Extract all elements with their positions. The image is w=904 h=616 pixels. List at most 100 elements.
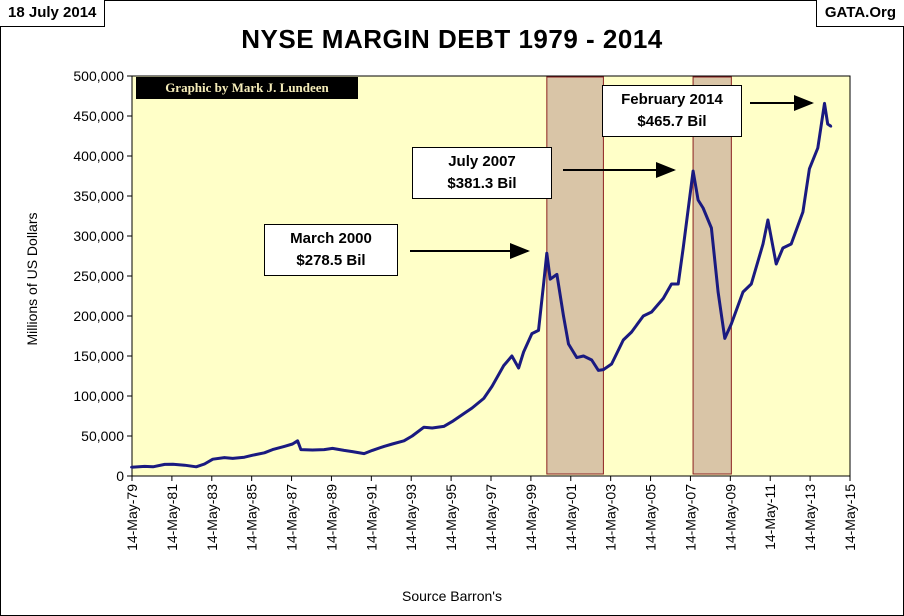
data-point xyxy=(371,449,374,452)
data-point xyxy=(537,329,540,332)
data-point xyxy=(283,445,286,448)
annotation-value: $278.5 Bil xyxy=(296,252,366,269)
data-point xyxy=(291,442,294,446)
data-point xyxy=(296,439,299,442)
x-tick-label: 14-May-07 xyxy=(682,484,698,551)
data-point xyxy=(562,314,565,318)
data-point xyxy=(251,454,254,457)
data-point xyxy=(775,262,778,266)
data-point xyxy=(670,282,673,286)
data-point xyxy=(510,354,514,358)
y-tick-label: 450,000 xyxy=(73,108,124,124)
data-point xyxy=(442,425,446,428)
x-tick-label: 14-May-91 xyxy=(363,484,379,551)
data-point xyxy=(411,434,414,438)
x-tick-label: 14-May-93 xyxy=(403,484,419,551)
annotation-date: March 2000 xyxy=(290,230,372,247)
x-tick-label: 14-May-87 xyxy=(284,484,300,551)
data-point xyxy=(311,448,314,452)
data-point xyxy=(816,146,819,150)
x-tick-label: 14-May-11 xyxy=(762,484,778,550)
data-point xyxy=(701,206,705,210)
credit-label: Graphic by Mark J. Lundeen xyxy=(136,77,358,99)
y-tick-label: 150,000 xyxy=(73,348,124,364)
data-point xyxy=(223,456,226,459)
shaded-period xyxy=(692,76,732,475)
y-tick-label: 0 xyxy=(116,468,124,484)
data-point xyxy=(482,397,485,400)
data-point xyxy=(502,364,505,367)
data-point xyxy=(582,354,585,358)
x-tick-label: 14-May-85 xyxy=(244,484,260,551)
data-point xyxy=(602,368,605,371)
data-point xyxy=(662,297,665,300)
y-tick-label: 250,000 xyxy=(73,268,124,284)
annotation-value: $381.3 Bil xyxy=(447,175,517,192)
data-point xyxy=(696,198,700,202)
data-point xyxy=(163,463,166,466)
x-tick-label: 14-May-95 xyxy=(443,484,459,551)
data-point xyxy=(143,465,146,468)
y-tick-label: 200,000 xyxy=(73,308,124,324)
data-point xyxy=(211,458,214,461)
x-tick-label: 14-May-97 xyxy=(483,484,499,551)
data-point xyxy=(766,218,770,222)
data-point xyxy=(610,362,613,366)
data-point xyxy=(650,310,653,314)
y-tick-label: 300,000 xyxy=(73,228,124,244)
data-point xyxy=(271,448,274,451)
data-point xyxy=(676,282,680,286)
annotation-value: $465.7 Bil xyxy=(637,113,707,130)
data-point xyxy=(823,102,826,105)
data-point xyxy=(761,242,765,246)
data-point xyxy=(243,456,246,459)
y-tick-label: 400,000 xyxy=(73,148,124,164)
x-tick-label: 14-May-03 xyxy=(603,484,619,551)
data-point xyxy=(299,448,303,451)
data-point xyxy=(530,332,534,335)
data-point xyxy=(691,169,695,173)
annotation-date: February 2014 xyxy=(621,91,723,108)
data-point xyxy=(391,442,394,446)
data-point xyxy=(716,290,720,294)
data-point xyxy=(723,337,726,340)
data-point xyxy=(545,252,549,255)
data-point xyxy=(590,358,593,362)
data-point xyxy=(750,282,753,286)
data-point xyxy=(622,338,625,342)
data-point xyxy=(462,412,465,415)
data-point xyxy=(362,452,366,455)
data-point xyxy=(183,464,186,467)
source-label: GATA.Org xyxy=(815,0,904,27)
data-point xyxy=(575,356,579,359)
x-tick-label: 14-May-13 xyxy=(802,484,818,551)
data-point xyxy=(490,385,494,388)
data-point xyxy=(130,466,133,469)
data-point xyxy=(171,462,175,466)
y-tick-label: 500,000 xyxy=(73,68,124,84)
annotation-date: July 2007 xyxy=(448,153,516,170)
x-tick-label: 14-May-15 xyxy=(842,484,858,551)
x-tick-label: 14-May-89 xyxy=(323,484,339,551)
data-point xyxy=(567,342,570,346)
data-point xyxy=(470,406,474,410)
x-axis: 14-May-79 14-May-81 14-May-83 14-May-85 14-M… xyxy=(124,476,858,551)
data-point xyxy=(730,322,733,326)
data-point xyxy=(642,314,645,318)
data-point xyxy=(801,210,805,214)
annotation-arrows xyxy=(410,95,814,259)
y-axis: 0 50,000 100,000 150,000 200,000 250,000 300,0… xyxy=(73,68,132,484)
data-point xyxy=(517,366,520,370)
x-tick-label: 14-May-09 xyxy=(722,484,738,551)
annotation-feb-2014: February 2014 $465.7 Bil xyxy=(602,85,742,137)
data-point xyxy=(741,290,745,294)
data-point xyxy=(351,450,354,453)
x-tick-label: 14-May-05 xyxy=(643,484,659,551)
data-point xyxy=(263,451,266,454)
x-tick-label: 14-May-01 xyxy=(563,484,579,551)
data-point xyxy=(548,278,552,281)
y-tick-label: 350,000 xyxy=(73,188,124,204)
data-point xyxy=(681,246,685,250)
data-point xyxy=(342,449,346,452)
x-tick-label: 14-May-79 xyxy=(124,484,140,551)
